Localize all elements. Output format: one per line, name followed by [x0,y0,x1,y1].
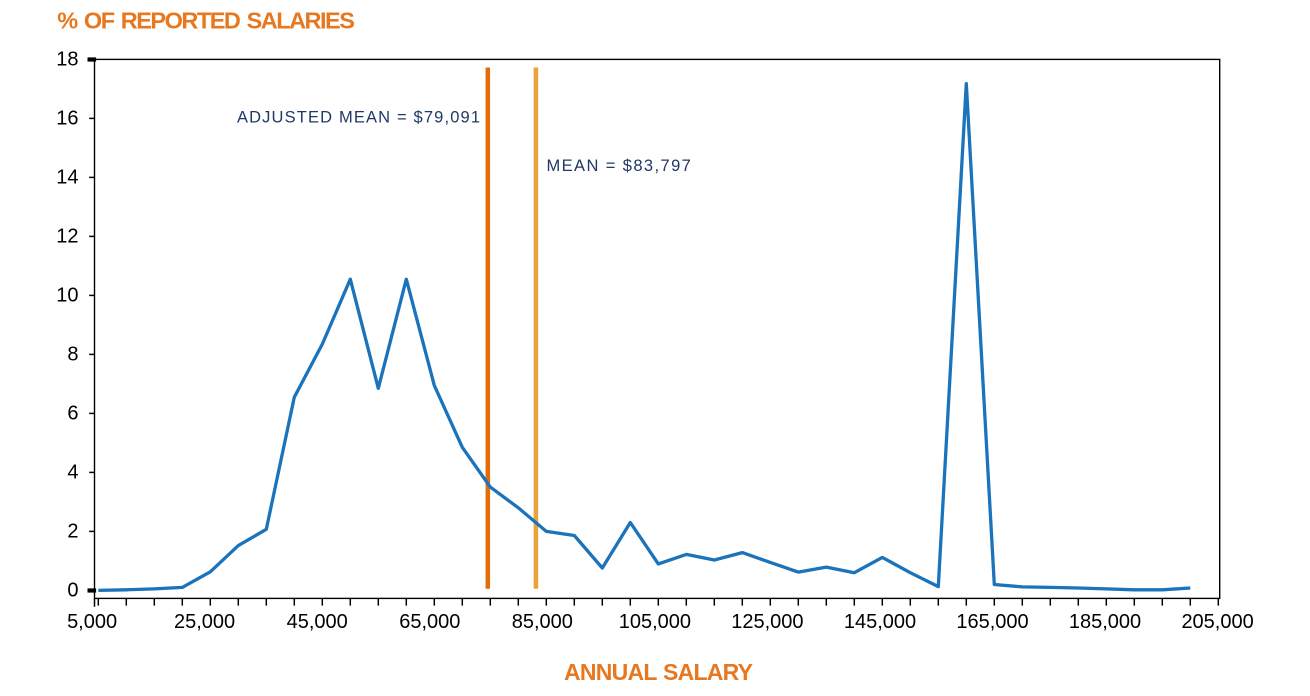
svg-text:45,000: 45,000 [287,611,348,633]
svg-text:10: 10 [56,285,78,307]
svg-text:2: 2 [67,521,78,543]
svg-text:MEAN = $83,797: MEAN = $83,797 [547,157,693,175]
svg-text:145,000: 145,000 [844,611,916,633]
svg-text:ANNUAL SALARY: ANNUAL SALARY [564,659,753,685]
svg-text:205,000: 205,000 [1181,611,1253,633]
svg-text:6: 6 [67,403,78,425]
svg-text:165,000: 165,000 [956,611,1028,633]
svg-text:16: 16 [56,108,78,130]
svg-text:125,000: 125,000 [731,611,803,633]
svg-text:12: 12 [56,226,78,248]
svg-text:85,000: 85,000 [512,611,573,633]
svg-text:185,000: 185,000 [1069,611,1141,633]
svg-text:ADJUSTED MEAN = $79,091: ADJUSTED MEAN = $79,091 [237,109,481,127]
svg-text:25,000: 25,000 [174,611,235,633]
svg-text:105,000: 105,000 [619,611,691,633]
svg-text:0: 0 [67,580,78,602]
svg-text:18: 18 [56,49,78,71]
svg-text:4: 4 [67,462,78,484]
svg-text:8: 8 [67,344,78,366]
svg-text:% OF REPORTED SALARIES: % OF REPORTED SALARIES [57,8,354,34]
svg-text:65,000: 65,000 [399,611,460,633]
svg-text:5,000: 5,000 [67,611,117,633]
svg-text:14: 14 [56,167,78,189]
